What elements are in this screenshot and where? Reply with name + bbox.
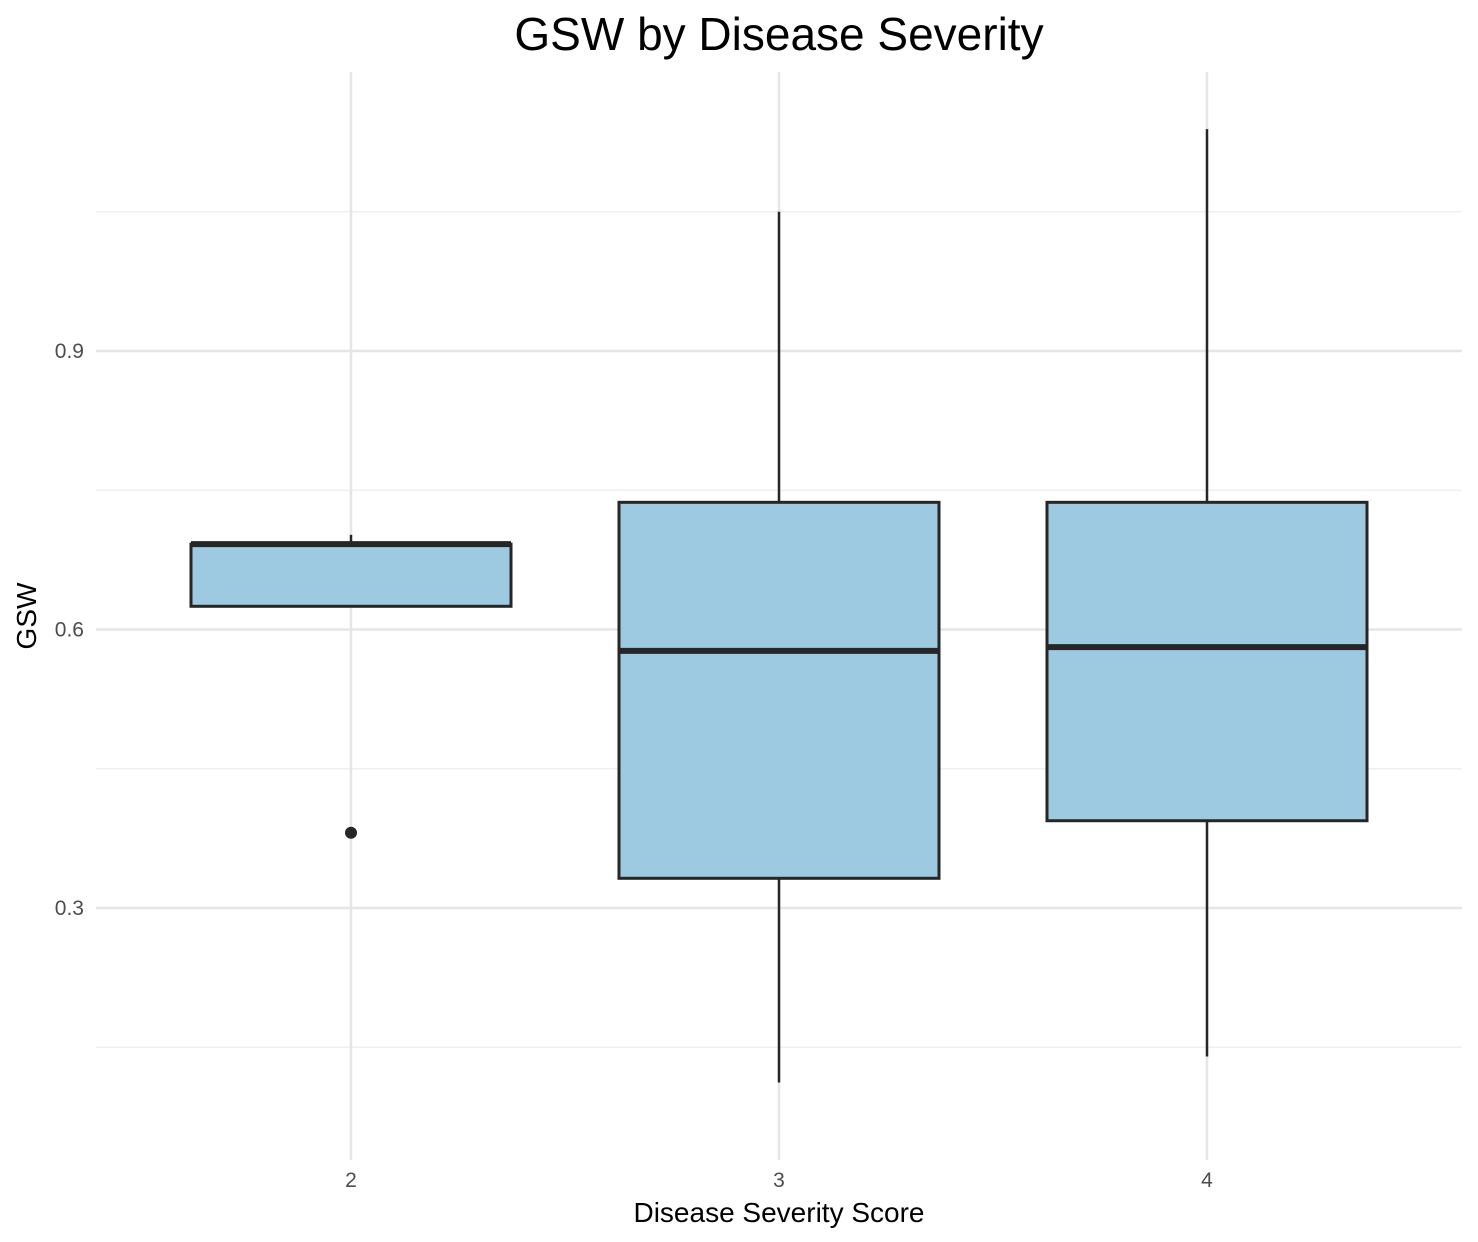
x-tick-label: 3 xyxy=(773,1169,785,1192)
chart-title: GSW by Disease Severity xyxy=(514,8,1043,60)
y-axis-ticks: 0.3 0.6 0.9 xyxy=(55,340,84,920)
x-tick-label: 4 xyxy=(1201,1169,1213,1192)
y-tick-label: 0.6 xyxy=(55,619,84,642)
box-2 xyxy=(189,534,513,839)
x-axis-ticks: 2 3 4 xyxy=(345,1169,1213,1192)
boxplot-series xyxy=(189,129,1369,1083)
y-tick-label: 0.3 xyxy=(55,897,84,920)
box-3 xyxy=(617,211,941,1083)
box-iqr xyxy=(1045,500,1369,823)
x-axis-title: Disease Severity Score xyxy=(633,1197,924,1228)
y-tick-label: 0.9 xyxy=(55,340,84,363)
box-iqr xyxy=(617,500,941,880)
y-axis-title: GSW xyxy=(11,582,42,649)
x-tick-label: 2 xyxy=(345,1169,357,1192)
box-iqr xyxy=(189,542,513,608)
outlier-point xyxy=(345,826,357,839)
box-4 xyxy=(1045,129,1369,1057)
